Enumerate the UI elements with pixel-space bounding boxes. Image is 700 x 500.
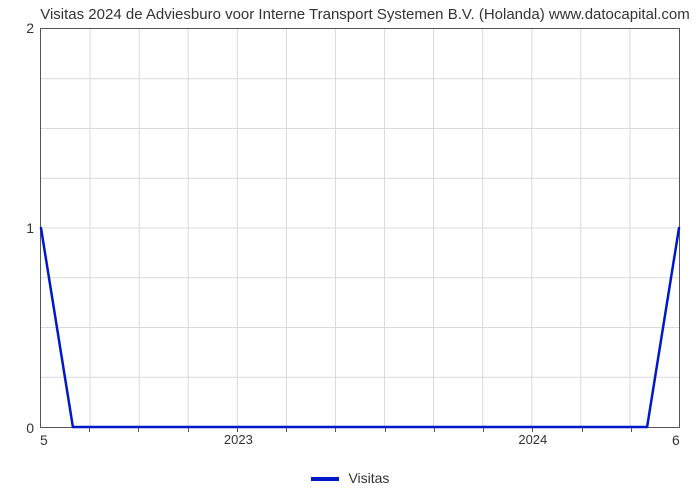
visits-chart: Visitas 2024 de Adviesburo voor Interne … xyxy=(0,0,700,500)
x-minor-tick xyxy=(286,428,287,432)
x-minor-tick xyxy=(483,428,484,432)
ytick-1: 1 xyxy=(0,220,34,236)
x-minor-tick xyxy=(631,428,632,432)
x-end-right: 6 xyxy=(672,432,680,448)
plot-area xyxy=(40,28,680,428)
line-layer xyxy=(41,29,679,427)
x-minor-tick xyxy=(532,428,533,432)
x-minor-tick xyxy=(237,428,238,432)
x-minor-tick xyxy=(188,428,189,432)
x-minor-tick xyxy=(89,428,90,432)
ytick-0: 0 xyxy=(0,420,34,436)
x-minor-tick xyxy=(434,428,435,432)
chart-title: Visitas 2024 de Adviesburo voor Interne … xyxy=(40,6,690,23)
x-minor-tick xyxy=(335,428,336,432)
x-minor-tick xyxy=(582,428,583,432)
legend-label: Visitas xyxy=(348,470,389,486)
x-minor-tick xyxy=(138,428,139,432)
x-end-left: 5 xyxy=(40,432,48,448)
legend-swatch xyxy=(311,477,339,481)
x-major-label: 2024 xyxy=(518,432,547,447)
ytick-2: 2 xyxy=(0,20,34,36)
x-major-label: 2023 xyxy=(224,432,253,447)
x-minor-tick xyxy=(385,428,386,432)
legend: Visitas xyxy=(0,470,700,486)
